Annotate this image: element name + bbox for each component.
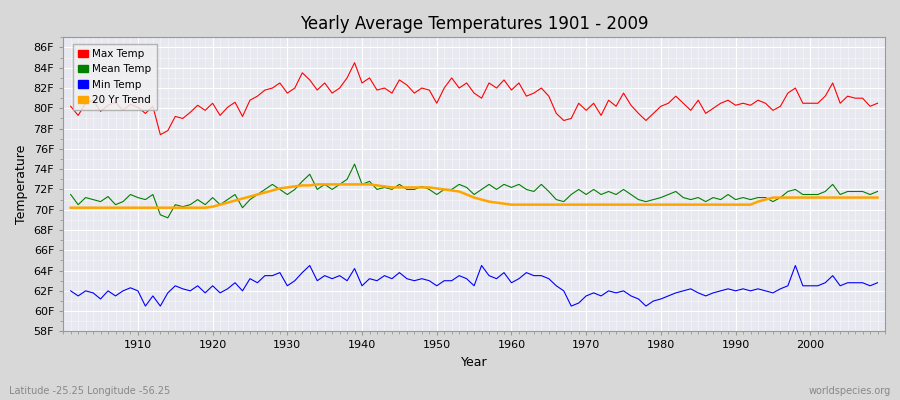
Y-axis label: Temperature: Temperature (15, 145, 28, 224)
Text: worldspecies.org: worldspecies.org (809, 386, 891, 396)
Legend: Max Temp, Mean Temp, Min Temp, 20 Yr Trend: Max Temp, Mean Temp, Min Temp, 20 Yr Tre… (73, 44, 157, 110)
X-axis label: Year: Year (461, 356, 488, 369)
Title: Yearly Average Temperatures 1901 - 2009: Yearly Average Temperatures 1901 - 2009 (300, 15, 648, 33)
Text: Latitude -25.25 Longitude -56.25: Latitude -25.25 Longitude -56.25 (9, 386, 170, 396)
